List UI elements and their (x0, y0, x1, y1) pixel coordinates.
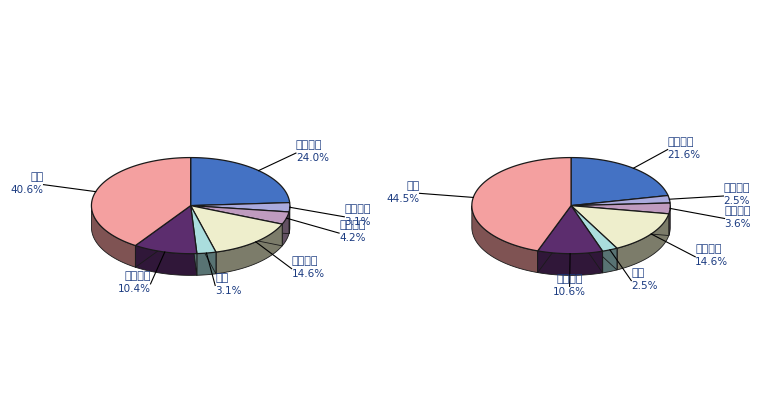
Polygon shape (282, 212, 289, 246)
Text: 坍塌: 坍塌 (30, 172, 43, 182)
Polygon shape (289, 206, 290, 234)
Text: 起重伤害: 起重伤害 (695, 244, 722, 254)
Text: 14.6%: 14.6% (695, 257, 728, 267)
Polygon shape (537, 206, 571, 273)
Polygon shape (135, 206, 197, 253)
Polygon shape (91, 206, 135, 267)
Text: 2.5%: 2.5% (724, 197, 750, 207)
Polygon shape (135, 206, 191, 267)
Polygon shape (135, 206, 191, 267)
Polygon shape (537, 206, 571, 273)
Text: 4.2%: 4.2% (339, 233, 366, 243)
Text: 21.6%: 21.6% (667, 150, 701, 160)
Text: 其他伤害: 其他伤害 (667, 137, 694, 147)
Polygon shape (191, 206, 289, 224)
Polygon shape (191, 158, 290, 206)
Polygon shape (91, 158, 191, 246)
Polygon shape (191, 206, 216, 274)
Polygon shape (191, 206, 289, 234)
Polygon shape (669, 206, 670, 235)
Text: 触电: 触电 (215, 273, 229, 283)
Text: 3.6%: 3.6% (724, 219, 751, 229)
Polygon shape (216, 224, 282, 274)
Text: 高处坠落: 高处坠落 (556, 274, 583, 284)
Text: 24.0%: 24.0% (296, 153, 329, 163)
Polygon shape (472, 158, 571, 251)
Text: 3.1%: 3.1% (215, 286, 242, 296)
Text: 14.6%: 14.6% (292, 269, 325, 279)
Polygon shape (191, 206, 216, 253)
Polygon shape (537, 251, 603, 275)
Polygon shape (571, 196, 670, 206)
Polygon shape (571, 206, 617, 270)
Polygon shape (571, 206, 617, 270)
Polygon shape (571, 206, 603, 273)
Polygon shape (191, 203, 290, 212)
Polygon shape (191, 206, 216, 274)
Polygon shape (135, 246, 197, 275)
Text: 高处坠落: 高处坠落 (124, 271, 150, 281)
Text: 10.4%: 10.4% (118, 284, 150, 294)
Polygon shape (472, 206, 537, 273)
Polygon shape (191, 206, 282, 252)
Text: 2.5%: 2.5% (632, 281, 658, 291)
Text: 坍塌: 坍塌 (407, 181, 420, 191)
Polygon shape (191, 206, 197, 275)
Polygon shape (571, 206, 603, 273)
Polygon shape (571, 206, 669, 235)
Polygon shape (537, 206, 603, 253)
Polygon shape (191, 206, 282, 246)
Text: 触电: 触电 (632, 268, 644, 278)
Polygon shape (617, 214, 669, 270)
Polygon shape (571, 206, 669, 235)
Text: 起重伤害: 起重伤害 (292, 256, 318, 266)
Polygon shape (191, 206, 197, 275)
Polygon shape (197, 252, 216, 275)
Text: 10.6%: 10.6% (553, 287, 586, 297)
Text: 其他伤害: 其他伤害 (296, 140, 322, 150)
Polygon shape (191, 206, 289, 234)
Text: 物体打击: 物体打击 (724, 183, 750, 193)
Polygon shape (603, 248, 617, 273)
Text: 车辆伤害: 车辆伤害 (724, 206, 751, 216)
Polygon shape (571, 203, 670, 214)
Text: 物体打击: 物体打击 (344, 204, 371, 214)
Polygon shape (191, 206, 282, 246)
Polygon shape (571, 158, 668, 206)
Text: 40.6%: 40.6% (11, 185, 43, 195)
Polygon shape (571, 206, 669, 248)
Polygon shape (571, 206, 617, 251)
Text: 车辆伤害: 车辆伤害 (339, 220, 366, 230)
Text: 3.1%: 3.1% (344, 217, 371, 227)
Text: 44.5%: 44.5% (386, 194, 420, 204)
